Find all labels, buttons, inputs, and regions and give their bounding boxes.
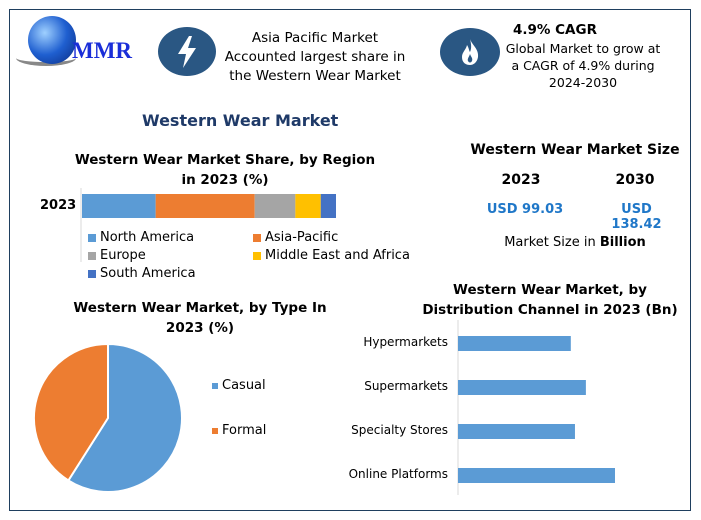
legend-swatch bbox=[253, 251, 261, 260]
highlight-asia-pacific: Asia Pacific Market Accounted largest sh… bbox=[224, 30, 406, 84]
region-bar-south-america bbox=[320, 194, 336, 218]
legend-item: North America bbox=[88, 230, 194, 245]
year-2023: 2023 bbox=[501, 172, 541, 188]
legend-swatch bbox=[88, 233, 96, 242]
channel-label: Online Platforms bbox=[348, 467, 448, 481]
note-prefix: Market Size in bbox=[504, 235, 600, 250]
region-category-label: 2023 bbox=[40, 198, 77, 213]
legend-item: Middle East and Africa bbox=[253, 248, 410, 263]
legend-item: Formal bbox=[212, 423, 266, 438]
legend-swatch bbox=[88, 269, 96, 278]
channel-bar-online-platforms bbox=[458, 468, 615, 483]
type-chart-title: Western Wear Market, by Type In 2023 (%) bbox=[73, 300, 327, 336]
channel-label: Supermarkets bbox=[364, 379, 448, 393]
legend-label: Middle East and Africa bbox=[265, 248, 410, 263]
region-chart-title: Western Wear Market Share, by Region in … bbox=[74, 152, 376, 188]
legend-item: Asia-Pacific bbox=[253, 230, 338, 245]
flame-icon bbox=[440, 28, 500, 76]
legend-label: South America bbox=[100, 266, 196, 281]
legend-swatch bbox=[253, 233, 261, 242]
logo-text: MMR bbox=[72, 38, 133, 63]
legend-item: Europe bbox=[88, 248, 146, 263]
legend-swatch bbox=[212, 427, 218, 434]
region-bar-asia-pacific bbox=[155, 194, 255, 218]
value-2030: USD 138.42 bbox=[611, 202, 662, 232]
main-title: Western Wear Market bbox=[142, 111, 339, 130]
legend-label: Europe bbox=[100, 248, 146, 263]
legend-label: Casual bbox=[222, 378, 266, 393]
legend-label: North America bbox=[100, 230, 195, 245]
region-bar-middle-east-and-africa bbox=[295, 194, 321, 218]
legend-item: Casual bbox=[212, 378, 266, 393]
legend-label: Formal bbox=[222, 423, 267, 438]
pie-slice-casual bbox=[66, 342, 183, 493]
channel-label: Specialty Stores bbox=[351, 423, 448, 437]
logo-swoosh bbox=[16, 50, 76, 66]
market-size-title: Western Wear Market Size bbox=[470, 142, 680, 158]
note-unit: Billion bbox=[599, 235, 646, 250]
region-bar-north-america bbox=[82, 194, 156, 218]
pie-slice-formal bbox=[33, 342, 109, 482]
channel-label: Hypermarkets bbox=[363, 335, 448, 349]
lightning-icon bbox=[158, 27, 216, 76]
year-2030: 2030 bbox=[615, 172, 655, 188]
channel-bar-specialty-stores bbox=[458, 424, 575, 439]
legend-label: Asia-Pacific bbox=[265, 230, 339, 245]
channel-chart-title: Western Wear Market, by Distribution Cha… bbox=[422, 282, 678, 318]
globe-icon bbox=[28, 16, 76, 64]
market-size-note: Market Size in Billion bbox=[470, 235, 680, 250]
value-2023: USD 99.03 bbox=[486, 202, 564, 217]
infographic-frame bbox=[9, 9, 691, 511]
legend-swatch bbox=[88, 251, 96, 260]
region-bar-europe bbox=[254, 194, 296, 218]
cagr-text: Global Market to grow at a CAGR of 4.9% … bbox=[505, 41, 661, 90]
channel-bar-supermarkets bbox=[458, 380, 586, 395]
cagr-title: 4.9% CAGR bbox=[513, 22, 597, 38]
legend-swatch bbox=[212, 382, 218, 389]
legend-item: South America bbox=[88, 266, 196, 281]
channel-bar-hypermarkets bbox=[458, 336, 571, 351]
